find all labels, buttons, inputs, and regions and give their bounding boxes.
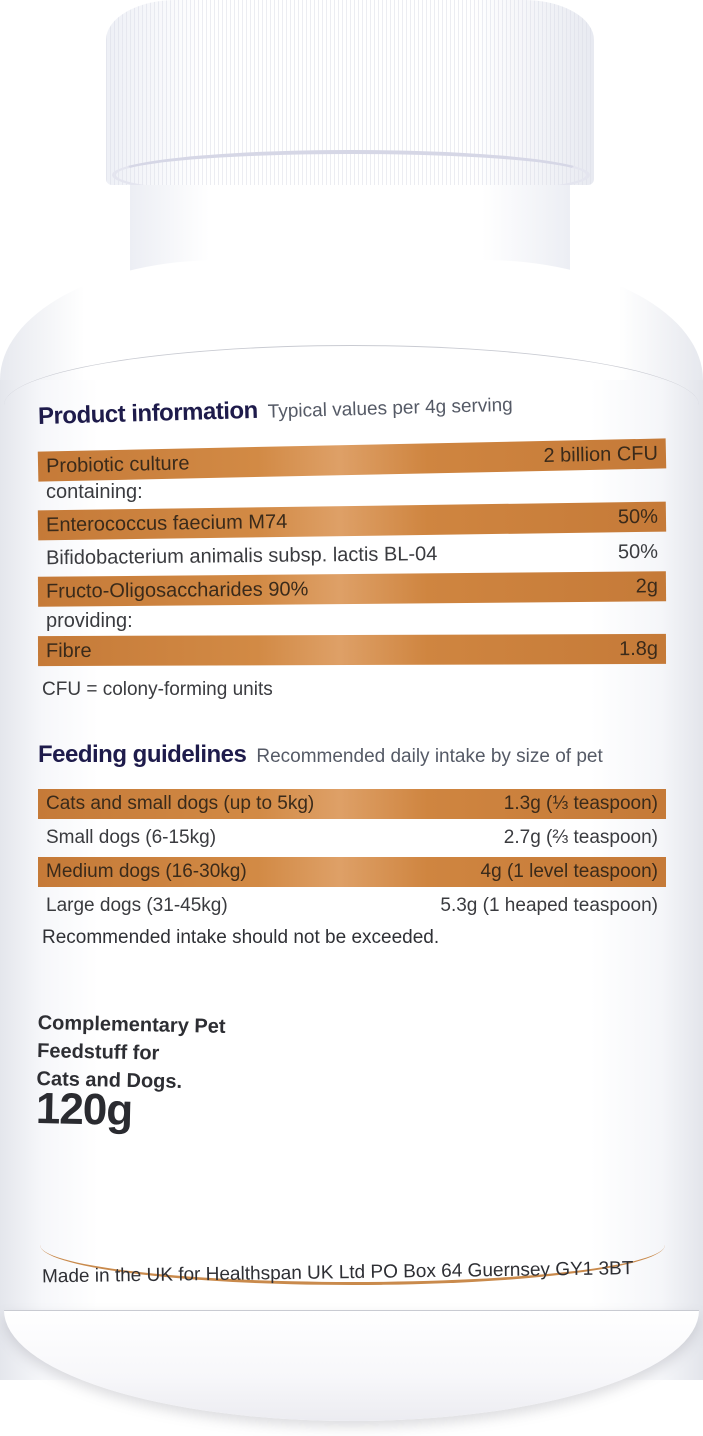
feeding-guidelines-heading: Feeding guidelines Recommended daily int… (38, 741, 666, 769)
row-label: Fibre (45, 639, 92, 662)
feeding-guidelines-table: Cats and small dogs (up to 5kg) 1.3g (⅓ … (38, 789, 666, 921)
row-value: 2.7g (⅔ teaspoon) (503, 827, 658, 848)
row-label: providing: (46, 610, 133, 632)
row-label: Cats and small dogs (up to 5kg) (46, 793, 315, 814)
row-value: 2g (635, 574, 659, 598)
row-value: 5.3g (1 heaped teaspoon) (440, 895, 658, 916)
table-row-fibre: Fibre 1.8g (37, 633, 667, 667)
row-label: Enterococcus faecium M74 (45, 510, 288, 536)
table-row-enterococcus: Enterococcus faecium M74 50% (37, 501, 667, 541)
table-row-cats-small-dogs: Cats and small dogs (up to 5kg) 1.3g (⅓ … (38, 789, 666, 819)
row-value: 50% (617, 505, 659, 528)
row-value: 50% (617, 540, 659, 563)
row-value: 4g (1 level teaspoon) (480, 861, 658, 882)
row-value: 1.3g (⅓ teaspoon) (503, 793, 658, 814)
row-value: 1.8g (619, 637, 659, 660)
product-information-subtitle: Typical values per 4g serving (267, 394, 513, 423)
product-information-table: Probiotic culture 2 billion CFU containi… (37, 438, 667, 667)
row-label: Large dogs (31-45kg) (46, 895, 228, 916)
row-label: Medium dogs (16-30kg) (46, 861, 247, 882)
row-label: containing: (46, 481, 143, 503)
table-row-medium-dogs: Medium dogs (16-30kg) 4g (1 level teaspo… (38, 857, 666, 887)
feeding-guidelines-title: Feeding guidelines (38, 741, 247, 768)
table-row-containing: containing: (38, 479, 666, 506)
product-type: Complementary Pet Feedstuff for Cats and… (35, 1009, 258, 1135)
table-row-large-dogs: Large dogs (31-45kg) 5.3g (1 heaped teas… (38, 891, 666, 921)
table-row-probiotic-culture: Probiotic culture 2 billion CFU (37, 438, 667, 482)
row-label: Small dogs (6-15kg) (46, 827, 217, 848)
cfu-footnote: CFU = colony-forming units (42, 679, 273, 700)
intake-warning: Recommended intake should not be exceede… (42, 927, 440, 948)
product-label: Product information Typical values per 4… (35, 394, 667, 1135)
table-row-small-dogs: Small dogs (6-15kg) 2.7g (⅔ teaspoon) (38, 823, 666, 853)
table-row-bifidobacterium: Bifidobacterium animalis subsp. lactis B… (38, 537, 666, 574)
row-label: Fructo-Oligosaccharides 90% (45, 577, 309, 603)
bottle-base (4, 1310, 699, 1421)
feeding-guidelines-subtitle: Recommended daily intake by size of pet (256, 746, 603, 767)
product-information-title: Product information (37, 396, 259, 430)
table-row-providing: providing: (38, 608, 666, 635)
row-label: Probiotic culture (45, 451, 190, 477)
table-row-fructo-oligosaccharides: Fructo-Oligosaccharides 90% 2g (37, 571, 667, 607)
net-weight: 120g (35, 1083, 133, 1135)
row-value: 2 billion CFU (543, 442, 659, 467)
row-label: Bifidobacterium animalis subsp. lactis B… (45, 542, 438, 569)
label-top-edge (4, 345, 699, 405)
